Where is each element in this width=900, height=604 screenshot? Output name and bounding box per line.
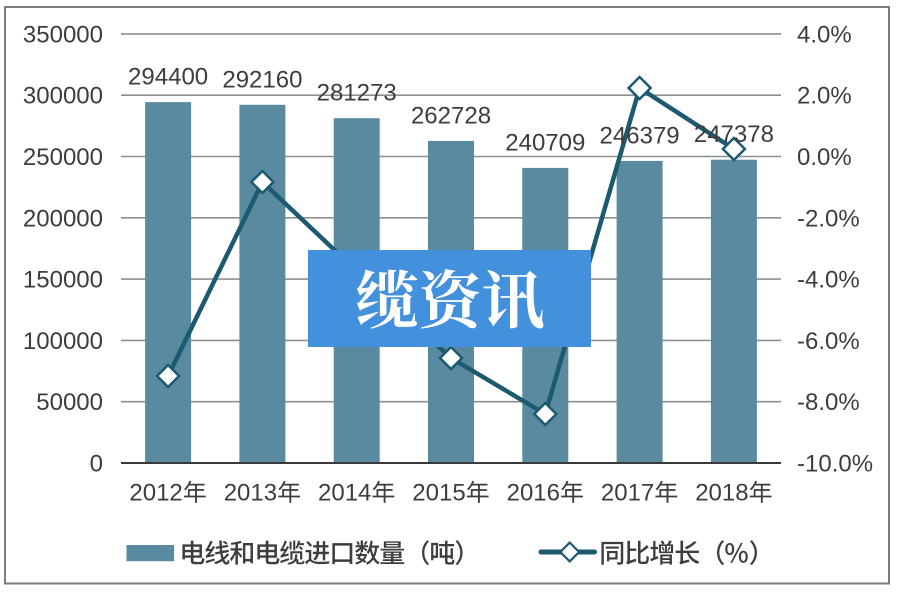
svg-text:292160: 292160: [222, 66, 302, 93]
svg-text:247378: 247378: [694, 121, 774, 148]
svg-text:4.0%: 4.0%: [797, 21, 852, 48]
svg-text:100000: 100000: [23, 328, 103, 355]
svg-text:240709: 240709: [505, 129, 585, 156]
svg-text:2.0%: 2.0%: [797, 83, 852, 110]
svg-text:150000: 150000: [23, 267, 103, 294]
svg-text:2012: 2012: [129, 480, 182, 507]
svg-text:2017: 2017: [601, 480, 654, 507]
svg-text:-2.0%: -2.0%: [797, 205, 860, 232]
svg-text:350000: 350000: [23, 21, 103, 48]
svg-text:-6.0%: -6.0%: [797, 328, 860, 355]
svg-text:0: 0: [90, 451, 103, 478]
svg-text:262728: 262728: [411, 102, 491, 129]
svg-text:0.0%: 0.0%: [797, 144, 852, 171]
svg-text:300000: 300000: [23, 83, 103, 110]
svg-text:-4.0%: -4.0%: [797, 267, 860, 294]
svg-text:50000: 50000: [36, 389, 103, 416]
svg-text:294400: 294400: [128, 64, 208, 91]
svg-text:2015: 2015: [412, 480, 465, 507]
svg-text:2018: 2018: [695, 480, 748, 507]
svg-text:246379: 246379: [600, 122, 680, 149]
svg-text:250000: 250000: [23, 144, 103, 171]
svg-text:200000: 200000: [23, 205, 103, 232]
svg-text:2013: 2013: [224, 480, 277, 507]
svg-text:-10.0%: -10.0%: [797, 451, 873, 478]
svg-text:2014: 2014: [318, 480, 371, 507]
svg-text:-8.0%: -8.0%: [797, 389, 860, 416]
svg-text:281273: 281273: [317, 80, 397, 107]
svg-text:2016: 2016: [507, 480, 560, 507]
